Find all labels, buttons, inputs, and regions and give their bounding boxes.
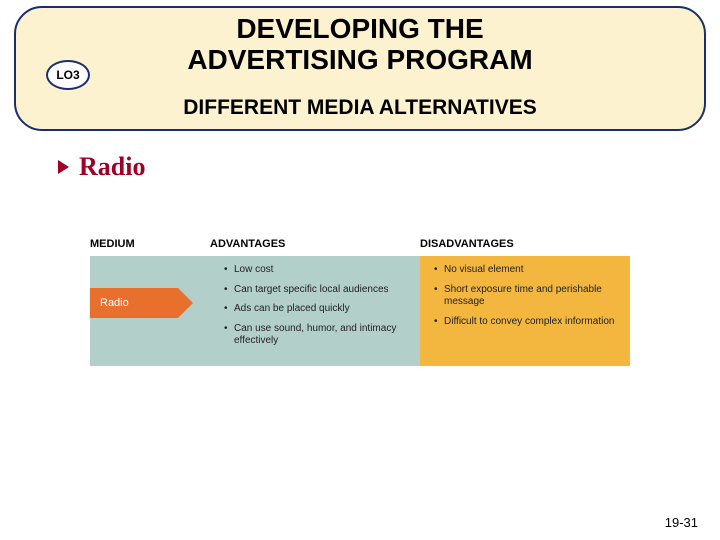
dis-item: Difficult to convey complex information xyxy=(434,316,620,329)
col-header-medium: MEDIUM xyxy=(90,238,210,256)
page-number: 19-31 xyxy=(665,515,698,530)
bullet-text: Radio xyxy=(79,152,145,182)
slide-subtitle: DIFFERENT MEDIA ALTERNATIVES xyxy=(0,96,720,120)
medium-label: Radio xyxy=(100,297,129,309)
bullet-row: Radio xyxy=(58,152,145,182)
title-line1: DEVELOPING THE xyxy=(236,13,483,44)
dis-item: No visual element xyxy=(434,264,620,277)
advantages-cell: Low cost Can target specific local audie… xyxy=(210,256,420,366)
title-line2: ADVERTISING PROGRAM xyxy=(187,44,532,75)
col-header-disadvantages: DISADVANTAGES xyxy=(420,238,630,256)
adv-item: Can target specific local audiences xyxy=(224,284,410,297)
medium-arrow-tag: Radio xyxy=(90,288,178,318)
disadvantages-cell: No visual element Short exposure time an… xyxy=(420,256,630,366)
col-header-advantages: ADVANTAGES xyxy=(210,238,420,256)
dis-item: Short exposure time and perishable messa… xyxy=(434,284,620,309)
adv-item: Can use sound, humor, and intimacy effec… xyxy=(224,323,410,348)
slide-title: DEVELOPING THE ADVERTISING PROGRAM xyxy=(0,14,720,76)
table-headers: MEDIUM ADVANTAGES DISADVANTAGES xyxy=(90,238,630,256)
adv-item: Low cost xyxy=(224,264,410,277)
adv-item: Ads can be placed quickly xyxy=(224,303,410,316)
table-body: Radio Low cost Can target specific local… xyxy=(90,256,630,366)
media-table: MEDIUM ADVANTAGES DISADVANTAGES Radio Lo… xyxy=(90,238,630,366)
medium-cell: Radio xyxy=(90,256,210,366)
arrow-bullet-icon xyxy=(58,160,69,174)
